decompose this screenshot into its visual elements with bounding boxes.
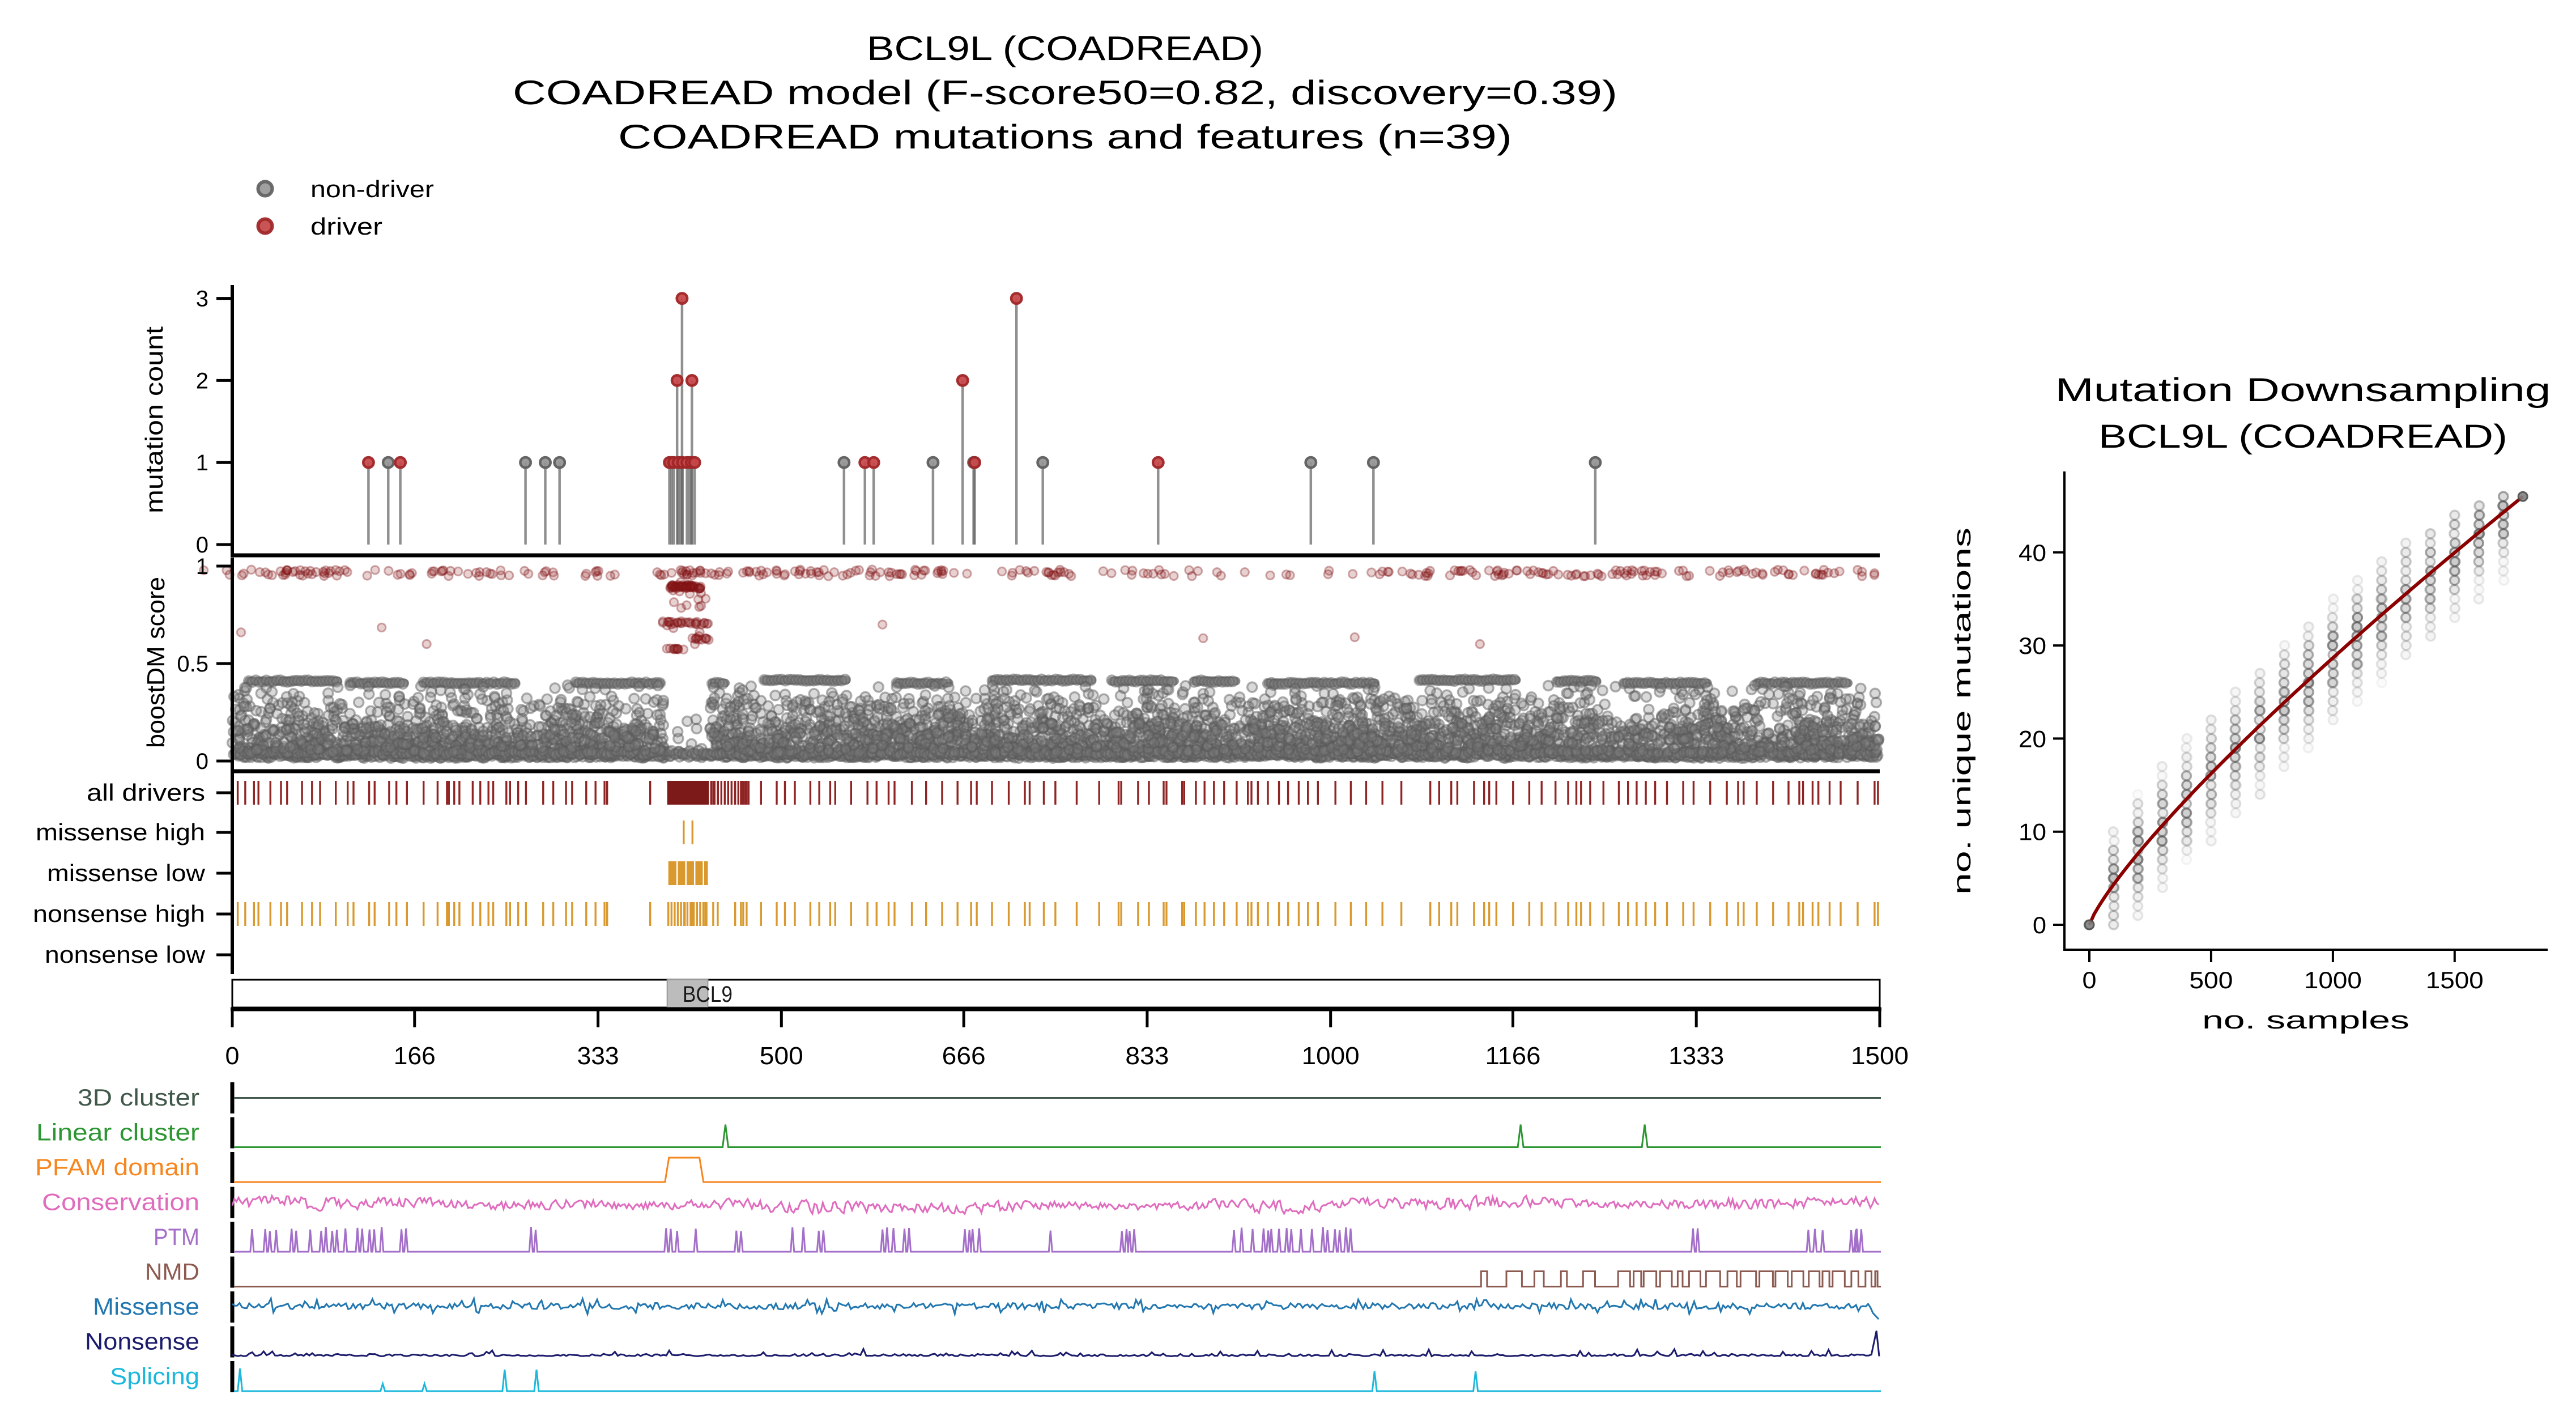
- svg-text:1: 1: [196, 450, 208, 475]
- svg-text:0: 0: [196, 533, 208, 558]
- svg-text:non-driver: non-driver: [310, 176, 434, 202]
- svg-text:2: 2: [196, 368, 208, 393]
- svg-text:BCL9L (COADREAD): BCL9L (COADREAD): [867, 29, 1263, 67]
- svg-text:3: 3: [196, 287, 208, 312]
- svg-text:COADREAD model (F-score50=0.82: COADREAD model (F-score50=0.82, discover…: [513, 74, 1617, 112]
- svg-text:COADREAD mutations and feature: COADREAD mutations and features (n=39): [618, 118, 1512, 156]
- svg-text:mutation count: mutation count: [140, 326, 168, 513]
- svg-text:driver: driver: [310, 213, 382, 240]
